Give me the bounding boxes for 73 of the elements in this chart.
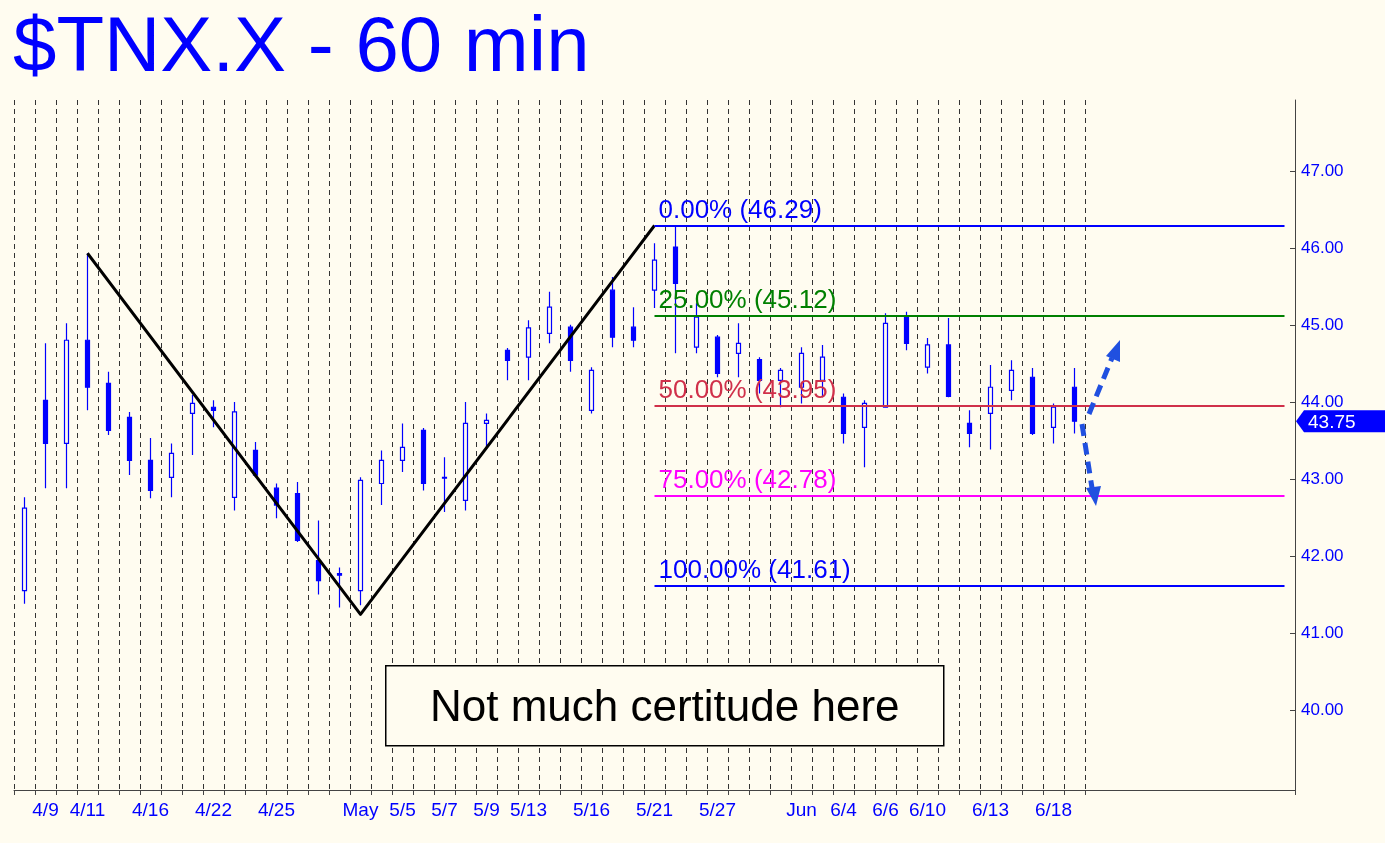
x-tick-label: 4/9 — [32, 799, 59, 820]
x-tick-label: 5/21 — [636, 799, 673, 820]
candlestick — [105, 371, 112, 436]
y-tick-label: 44.00 — [1301, 392, 1344, 412]
candlestick — [1050, 402, 1057, 445]
candlestick — [420, 427, 427, 492]
candlestick — [147, 437, 154, 499]
candlestick — [609, 276, 616, 348]
annotation: Not much certitude here — [429, 681, 900, 731]
candlestick — [714, 334, 721, 378]
candlestick — [504, 347, 511, 381]
x-tick-label: 6/4 — [830, 799, 858, 820]
candlestick — [651, 242, 658, 309]
ref-line-label: 100.00% (41.61) — [658, 553, 851, 584]
candlestick — [630, 306, 637, 348]
y-tick-label: 43.00 — [1301, 469, 1344, 489]
x-tick-label: 5/13 — [510, 799, 547, 820]
x-tick-label: 4/16 — [132, 799, 169, 820]
candlestick — [1071, 367, 1078, 435]
candlestick — [861, 399, 868, 468]
candlestick — [1008, 359, 1015, 401]
candlestick — [546, 291, 553, 344]
y-tick-label: 41.00 — [1301, 623, 1344, 643]
x-tick-label: 4/22 — [195, 799, 232, 820]
candlestick — [231, 401, 238, 512]
x-tick-label: 6/10 — [909, 799, 946, 820]
ref-line-label: 75.00% (42.78) — [658, 463, 837, 494]
candlestick — [63, 322, 70, 489]
candlestick — [924, 337, 931, 374]
candlestick — [987, 364, 994, 451]
x-tick-label: 5/5 — [389, 799, 416, 820]
candlestick — [189, 394, 196, 456]
x-tick-label: 6/18 — [1035, 799, 1072, 820]
candlestick — [378, 449, 385, 506]
x-tick-label: 5/7 — [431, 799, 458, 820]
candlestick — [525, 319, 532, 381]
candlestick — [315, 519, 322, 595]
candlestick — [966, 409, 973, 448]
candlestick — [357, 476, 364, 606]
candlestick — [441, 456, 448, 513]
candlestick — [588, 366, 595, 415]
candlestick — [840, 392, 847, 445]
candlestick — [21, 496, 28, 605]
y-tick-label: 46.00 — [1301, 238, 1344, 258]
candlestick — [126, 411, 133, 476]
y-tick-label: 42.00 — [1301, 546, 1344, 566]
candlestick — [210, 399, 217, 428]
candlestick — [945, 317, 952, 398]
candlestick — [168, 442, 175, 498]
candlestick — [483, 412, 490, 448]
x-tick-label: 5/9 — [473, 799, 500, 820]
x-tick-label: Jun — [786, 799, 817, 820]
x-tick-label: 5/27 — [699, 799, 736, 820]
candlestick — [42, 342, 49, 489]
candlestick — [735, 322, 742, 378]
candlestick — [399, 422, 406, 473]
x-tick-label: 4/25 — [258, 799, 295, 820]
candlestick — [336, 566, 343, 609]
y-tick-label: 40.00 — [1301, 700, 1344, 720]
text: 43.75 — [1308, 410, 1356, 432]
y-tick-label: 45.00 — [1301, 315, 1344, 335]
chart-title: $TNX.X - 60 min — [13, 0, 590, 88]
y-tick-label: 47.00 — [1301, 161, 1344, 181]
candlestick — [462, 401, 469, 512]
x-tick-label: 6/13 — [972, 799, 1009, 820]
candlestick — [882, 312, 889, 408]
x-tick-label: 4/11 — [69, 799, 106, 820]
candlestick — [1029, 367, 1036, 436]
x-tick-label: 5/16 — [573, 799, 610, 820]
ref-line-label: 0.00% (46.29) — [658, 193, 822, 224]
x-tick-label: 6/6 — [872, 799, 899, 820]
x-tick-label: May — [342, 799, 379, 820]
candlestick — [903, 311, 910, 351]
